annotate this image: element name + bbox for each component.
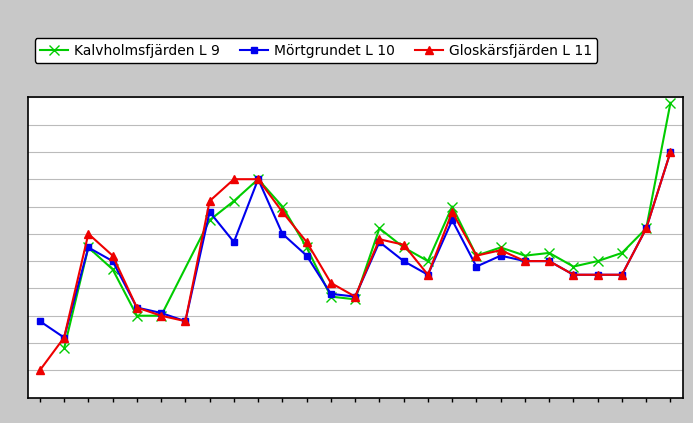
- Gloskärsfjärden L 11: [376, 237, 384, 242]
- Mörtgrundet L 10: [278, 231, 286, 236]
- Gloskärsfjärden L 11: [109, 253, 117, 258]
- Gloskärsfjärden L 11: [667, 149, 675, 154]
- Mörtgrundet L 10: [60, 335, 69, 340]
- Line: Mörtgrundet L 10: Mörtgrundet L 10: [36, 148, 674, 341]
- Mörtgrundet L 10: [157, 310, 165, 316]
- Mörtgrundet L 10: [254, 177, 263, 182]
- Gloskärsfjärden L 11: [327, 280, 335, 286]
- Kalvholmsfjärden L 9: [497, 245, 505, 250]
- Mörtgrundet L 10: [423, 272, 432, 277]
- Gloskärsfjärden L 11: [60, 335, 69, 340]
- Gloskärsfjärden L 11: [157, 313, 165, 318]
- Kalvholmsfjärden L 9: [570, 264, 578, 269]
- Mörtgrundet L 10: [497, 253, 505, 258]
- Kalvholmsfjärden L 9: [84, 245, 92, 250]
- Gloskärsfjärden L 11: [351, 294, 359, 299]
- Kalvholmsfjärden L 9: [423, 258, 432, 264]
- Gloskärsfjärden L 11: [570, 272, 578, 277]
- Gloskärsfjärden L 11: [84, 231, 92, 236]
- Mörtgrundet L 10: [182, 319, 190, 324]
- Mörtgrundet L 10: [133, 305, 141, 310]
- Kalvholmsfjärden L 9: [545, 250, 553, 255]
- Kalvholmsfjärden L 9: [351, 297, 359, 302]
- Gloskärsfjärden L 11: [230, 177, 238, 182]
- Mörtgrundet L 10: [351, 294, 359, 299]
- Kalvholmsfjärden L 9: [327, 294, 335, 299]
- Gloskärsfjärden L 11: [521, 258, 529, 264]
- Mörtgrundet L 10: [545, 258, 553, 264]
- Gloskärsfjärden L 11: [205, 198, 213, 203]
- Mörtgrundet L 10: [230, 239, 238, 244]
- Gloskärsfjärden L 11: [423, 272, 432, 277]
- Kalvholmsfjärden L 9: [617, 250, 626, 255]
- Mörtgrundet L 10: [448, 217, 457, 222]
- Gloskärsfjärden L 11: [400, 242, 408, 247]
- Kalvholmsfjärden L 9: [376, 226, 384, 231]
- Mörtgrundet L 10: [617, 272, 626, 277]
- Kalvholmsfjärden L 9: [642, 226, 651, 231]
- Gloskärsfjärden L 11: [497, 247, 505, 253]
- Gloskärsfjärden L 11: [133, 305, 141, 310]
- Gloskärsfjärden L 11: [473, 253, 481, 258]
- Mörtgrundet L 10: [303, 253, 311, 258]
- Mörtgrundet L 10: [570, 272, 578, 277]
- Mörtgrundet L 10: [521, 258, 529, 264]
- Kalvholmsfjärden L 9: [473, 253, 481, 258]
- Mörtgrundet L 10: [109, 258, 117, 264]
- Mörtgrundet L 10: [642, 226, 651, 231]
- Kalvholmsfjärden L 9: [205, 217, 213, 222]
- Mörtgrundet L 10: [594, 272, 602, 277]
- Gloskärsfjärden L 11: [303, 239, 311, 244]
- Kalvholmsfjärden L 9: [400, 245, 408, 250]
- Gloskärsfjärden L 11: [182, 319, 190, 324]
- Legend: Kalvholmsfjärden L 9, Mörtgrundet L 10, Gloskärsfjärden L 11: Kalvholmsfjärden L 9, Mörtgrundet L 10, …: [35, 38, 597, 63]
- Gloskärsfjärden L 11: [278, 209, 286, 214]
- Kalvholmsfjärden L 9: [109, 267, 117, 272]
- Kalvholmsfjärden L 9: [448, 204, 457, 209]
- Gloskärsfjärden L 11: [254, 177, 263, 182]
- Mörtgrundet L 10: [473, 264, 481, 269]
- Kalvholmsfjärden L 9: [60, 346, 69, 351]
- Gloskärsfjärden L 11: [642, 226, 651, 231]
- Kalvholmsfjärden L 9: [521, 253, 529, 258]
- Mörtgrundet L 10: [327, 291, 335, 297]
- Gloskärsfjärden L 11: [617, 272, 626, 277]
- Mörtgrundet L 10: [376, 239, 384, 244]
- Kalvholmsfjärden L 9: [133, 313, 141, 318]
- Kalvholmsfjärden L 9: [254, 177, 263, 182]
- Kalvholmsfjärden L 9: [157, 313, 165, 318]
- Line: Gloskärsfjärden L 11: Gloskärsfjärden L 11: [35, 148, 675, 374]
- Mörtgrundet L 10: [84, 245, 92, 250]
- Kalvholmsfjärden L 9: [594, 258, 602, 264]
- Mörtgrundet L 10: [205, 209, 213, 214]
- Gloskärsfjärden L 11: [594, 272, 602, 277]
- Mörtgrundet L 10: [36, 319, 44, 324]
- Line: Kalvholmsfjärden L 9: Kalvholmsfjärden L 9: [59, 98, 676, 353]
- Kalvholmsfjärden L 9: [303, 245, 311, 250]
- Gloskärsfjärden L 11: [448, 209, 457, 214]
- Kalvholmsfjärden L 9: [230, 198, 238, 203]
- Mörtgrundet L 10: [667, 149, 675, 154]
- Gloskärsfjärden L 11: [36, 368, 44, 373]
- Kalvholmsfjärden L 9: [667, 100, 675, 105]
- Gloskärsfjärden L 11: [545, 258, 553, 264]
- Mörtgrundet L 10: [400, 258, 408, 264]
- Kalvholmsfjärden L 9: [278, 204, 286, 209]
